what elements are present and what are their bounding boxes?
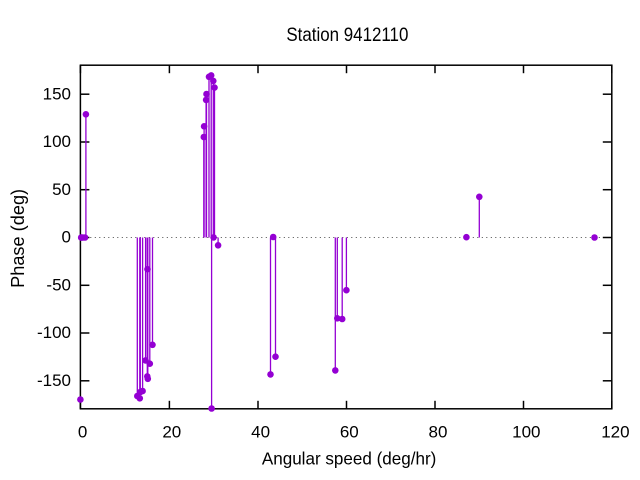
- svg-text:0: 0: [62, 228, 71, 247]
- svg-text:150: 150: [43, 84, 71, 103]
- svg-text:20: 20: [162, 423, 181, 442]
- svg-text:-50: -50: [46, 276, 71, 295]
- svg-text:-150: -150: [37, 371, 71, 390]
- svg-text:120: 120: [601, 423, 629, 442]
- svg-text:0: 0: [78, 423, 87, 442]
- svg-text:80: 80: [429, 423, 448, 442]
- svg-text:Angular speed (deg/hr): Angular speed (deg/hr): [262, 449, 437, 469]
- svg-text:50: 50: [52, 180, 71, 199]
- svg-text:60: 60: [340, 423, 359, 442]
- svg-text:Phase (deg): Phase (deg): [8, 189, 28, 288]
- svg-text:-100: -100: [37, 323, 71, 342]
- svg-text:40: 40: [251, 423, 270, 442]
- svg-text:Station 9412110: Station 9412110: [286, 24, 408, 46]
- svg-text:100: 100: [512, 423, 540, 442]
- svg-text:100: 100: [43, 132, 71, 151]
